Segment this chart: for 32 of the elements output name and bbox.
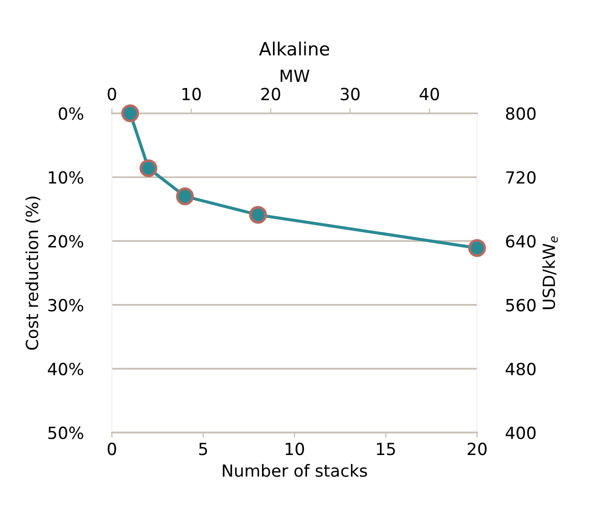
point <box>468 239 486 257</box>
x2-tick-label: 20 <box>261 88 280 100</box>
y-tick-label: 20% <box>48 234 84 248</box>
point <box>249 206 267 224</box>
y-tick-label: 30% <box>48 298 84 312</box>
y2-tick-label: 560 <box>506 298 536 312</box>
x2-tick-label: 10 <box>182 88 201 100</box>
y2-tick-label: 800 <box>506 107 536 120</box>
x-tick-label: 20 <box>468 442 487 456</box>
y2-tick-label: 720 <box>506 171 536 184</box>
y2-tick-label: 640 <box>506 234 536 248</box>
point <box>140 159 158 178</box>
y-tick-label: 10% <box>48 171 84 184</box>
point <box>121 104 140 122</box>
y2-axis-title: USD/kW$_{e}$ <box>542 236 558 310</box>
y-tick-label: 40% <box>48 362 84 376</box>
y-axis-title: Cost reduction (%) <box>25 196 40 350</box>
chart-title: Alkaline <box>259 42 330 56</box>
x-axis-title: Number of stacks <box>222 464 367 477</box>
x-tick-label: 15 <box>377 442 395 456</box>
y-tick-label: 0% <box>58 107 84 120</box>
x-tick-label: 0 <box>108 442 116 456</box>
x2-tick-label: 40 <box>420 88 439 100</box>
x-tick-label: 10 <box>286 442 304 456</box>
y2-tick-label: 400 <box>506 426 536 440</box>
y-tick-label: 50% <box>48 426 84 440</box>
x2-tick-label: 30 <box>340 88 360 100</box>
y2-tick-label: 480 <box>506 362 536 376</box>
x-tick-label: 5 <box>199 442 208 456</box>
x2-axis-title: MW <box>280 70 310 82</box>
x2-tick-label: 0 <box>108 88 116 100</box>
point <box>176 187 194 206</box>
